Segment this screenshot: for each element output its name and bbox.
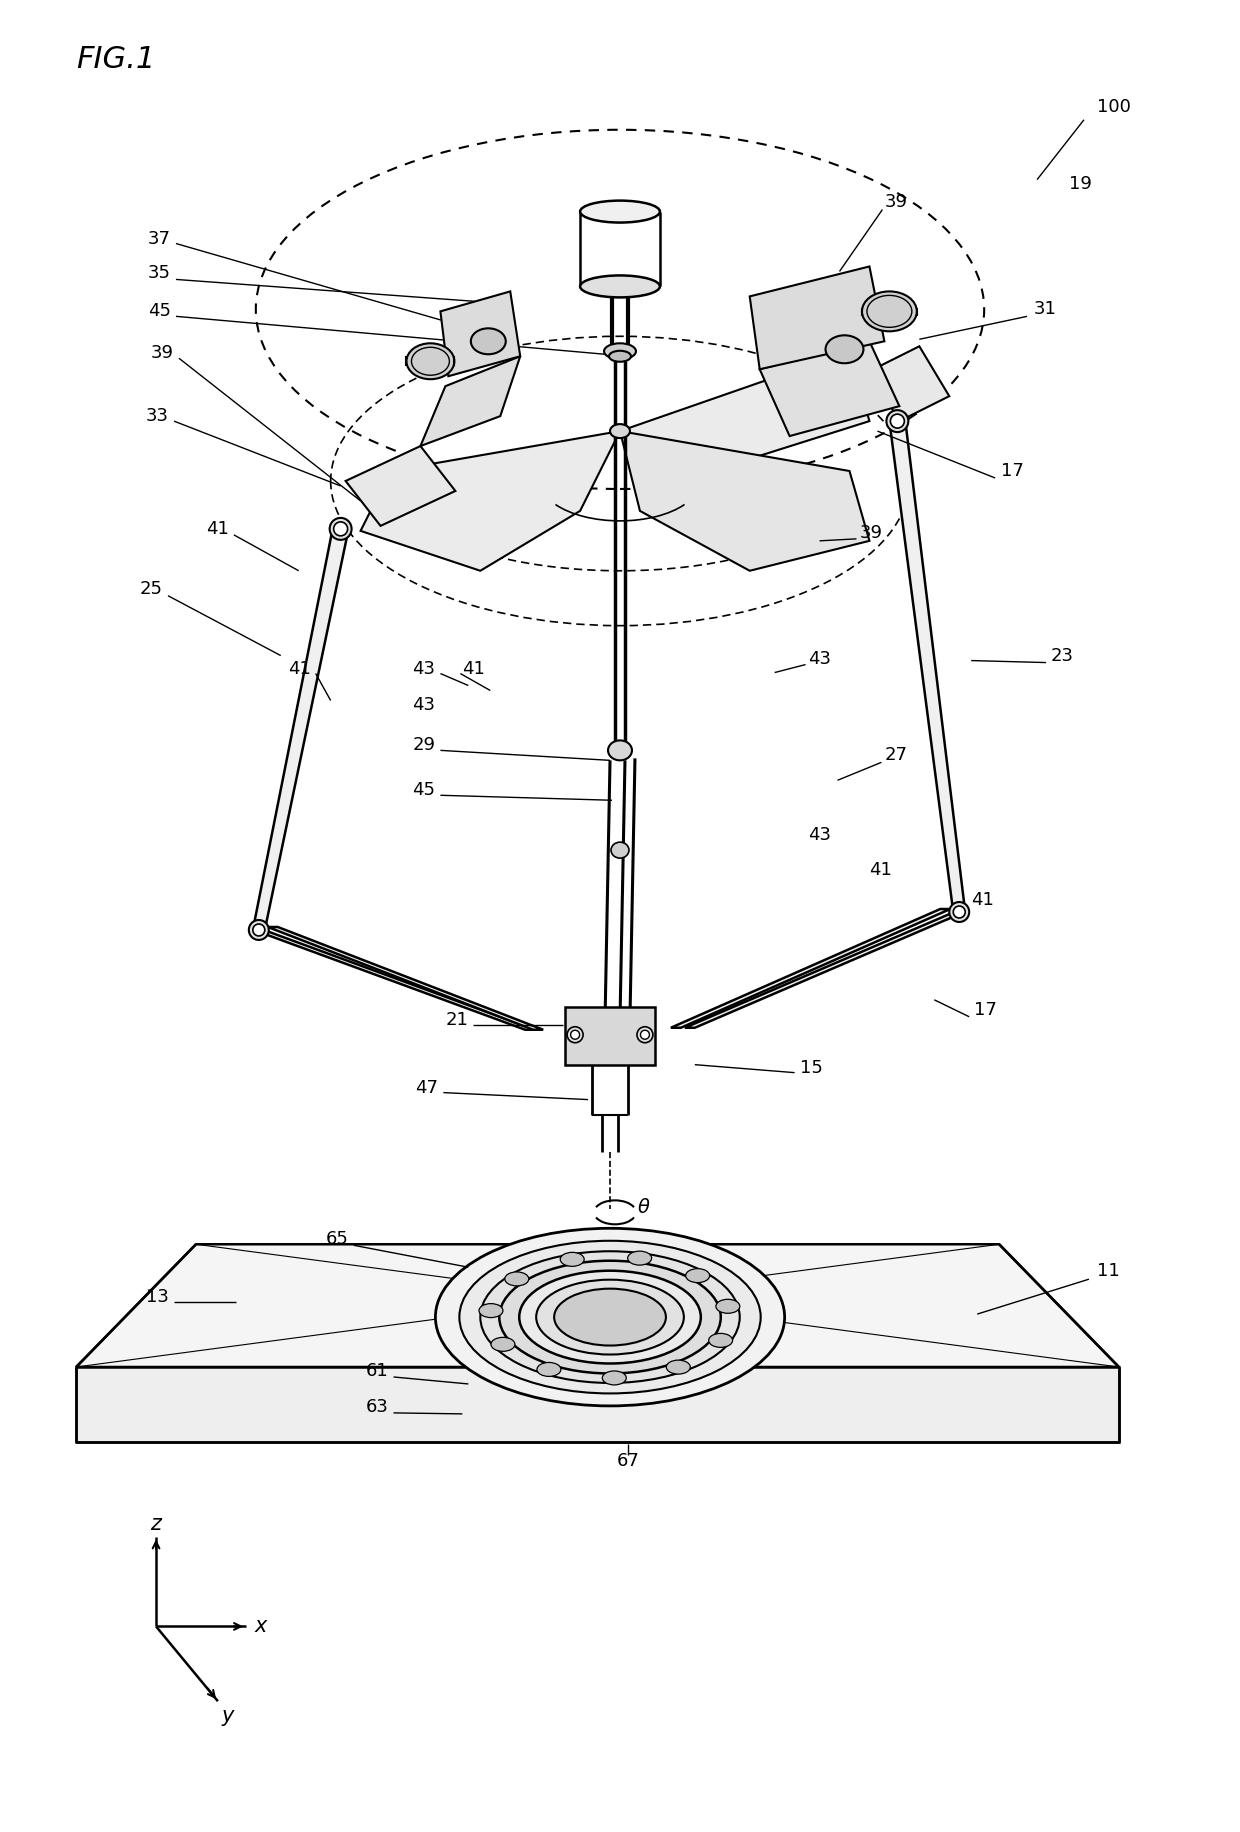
Ellipse shape — [580, 275, 660, 297]
Ellipse shape — [603, 1370, 626, 1385]
Ellipse shape — [435, 1227, 785, 1405]
Text: 45: 45 — [413, 780, 435, 799]
Ellipse shape — [627, 1251, 651, 1266]
Text: 43: 43 — [807, 826, 831, 845]
Text: 41: 41 — [463, 660, 485, 678]
Text: y: y — [222, 1706, 234, 1726]
Text: 35: 35 — [148, 264, 171, 282]
Text: 17: 17 — [975, 1000, 997, 1019]
Polygon shape — [671, 909, 950, 1028]
Polygon shape — [361, 431, 620, 572]
Ellipse shape — [640, 1030, 650, 1039]
Polygon shape — [76, 1367, 1118, 1442]
Text: 63: 63 — [366, 1398, 388, 1416]
Polygon shape — [684, 912, 965, 1028]
Text: 43: 43 — [413, 660, 435, 678]
Text: 13: 13 — [146, 1288, 169, 1306]
Text: 65: 65 — [326, 1231, 348, 1248]
Ellipse shape — [887, 410, 909, 432]
Polygon shape — [760, 341, 899, 436]
Text: 33: 33 — [146, 407, 169, 425]
Text: 19: 19 — [1069, 174, 1092, 192]
Ellipse shape — [666, 1359, 691, 1374]
Text: 47: 47 — [415, 1079, 439, 1097]
Text: 39: 39 — [859, 524, 883, 542]
Ellipse shape — [637, 1026, 653, 1042]
Polygon shape — [420, 355, 521, 445]
Text: 27: 27 — [884, 746, 908, 764]
Ellipse shape — [459, 1240, 760, 1394]
Ellipse shape — [554, 1288, 666, 1345]
Ellipse shape — [954, 907, 965, 918]
Polygon shape — [869, 346, 950, 421]
Text: 61: 61 — [366, 1361, 388, 1379]
Text: 39: 39 — [884, 192, 908, 211]
Ellipse shape — [330, 518, 352, 540]
Ellipse shape — [709, 1334, 733, 1347]
Ellipse shape — [249, 920, 269, 940]
Ellipse shape — [570, 1030, 579, 1039]
Ellipse shape — [407, 343, 454, 379]
Ellipse shape — [826, 335, 863, 363]
Ellipse shape — [537, 1363, 560, 1376]
Ellipse shape — [608, 740, 632, 760]
Ellipse shape — [334, 522, 347, 535]
Text: 41: 41 — [288, 660, 311, 678]
Text: 15: 15 — [800, 1059, 822, 1077]
Text: 23: 23 — [1052, 647, 1074, 665]
Ellipse shape — [604, 343, 636, 359]
Polygon shape — [750, 266, 884, 370]
Ellipse shape — [491, 1337, 515, 1352]
Ellipse shape — [609, 350, 631, 361]
Text: 37: 37 — [148, 229, 171, 247]
Text: θ: θ — [637, 1198, 650, 1216]
Text: 11: 11 — [1097, 1262, 1120, 1281]
Text: 41: 41 — [971, 890, 994, 909]
Ellipse shape — [580, 202, 660, 222]
Ellipse shape — [479, 1304, 503, 1317]
Text: 39: 39 — [151, 344, 174, 363]
Ellipse shape — [862, 291, 916, 332]
Text: 29: 29 — [413, 736, 435, 755]
Ellipse shape — [890, 414, 904, 429]
Text: FIG.1: FIG.1 — [76, 46, 155, 75]
Ellipse shape — [253, 923, 265, 936]
Ellipse shape — [505, 1271, 528, 1286]
Polygon shape — [620, 431, 869, 572]
Polygon shape — [889, 421, 965, 912]
Text: 21: 21 — [445, 1011, 469, 1030]
Polygon shape — [76, 1244, 1118, 1367]
Text: 25: 25 — [140, 579, 162, 597]
Polygon shape — [268, 927, 543, 1030]
Ellipse shape — [536, 1281, 683, 1354]
Text: 100: 100 — [1097, 97, 1131, 115]
Text: z: z — [150, 1513, 161, 1533]
Polygon shape — [440, 291, 521, 376]
Text: 45: 45 — [148, 302, 171, 321]
Ellipse shape — [567, 1026, 583, 1042]
Text: 41: 41 — [869, 861, 893, 879]
Text: x: x — [254, 1616, 267, 1636]
Ellipse shape — [520, 1271, 701, 1363]
Polygon shape — [620, 352, 869, 491]
Ellipse shape — [480, 1251, 740, 1383]
Text: 43: 43 — [413, 696, 435, 714]
Polygon shape — [346, 445, 455, 526]
Text: 67: 67 — [616, 1451, 640, 1469]
Ellipse shape — [610, 423, 630, 438]
Polygon shape — [565, 1008, 655, 1064]
Polygon shape — [253, 529, 348, 931]
Ellipse shape — [500, 1260, 720, 1374]
Ellipse shape — [560, 1253, 584, 1266]
Ellipse shape — [471, 328, 506, 354]
Ellipse shape — [611, 843, 629, 857]
Ellipse shape — [686, 1268, 709, 1282]
Text: 43: 43 — [807, 650, 831, 667]
Text: 17: 17 — [1001, 462, 1024, 480]
Ellipse shape — [950, 901, 970, 921]
Text: 31: 31 — [1034, 300, 1056, 319]
Text: 41: 41 — [206, 520, 229, 539]
Polygon shape — [254, 931, 536, 1030]
Ellipse shape — [715, 1299, 740, 1314]
